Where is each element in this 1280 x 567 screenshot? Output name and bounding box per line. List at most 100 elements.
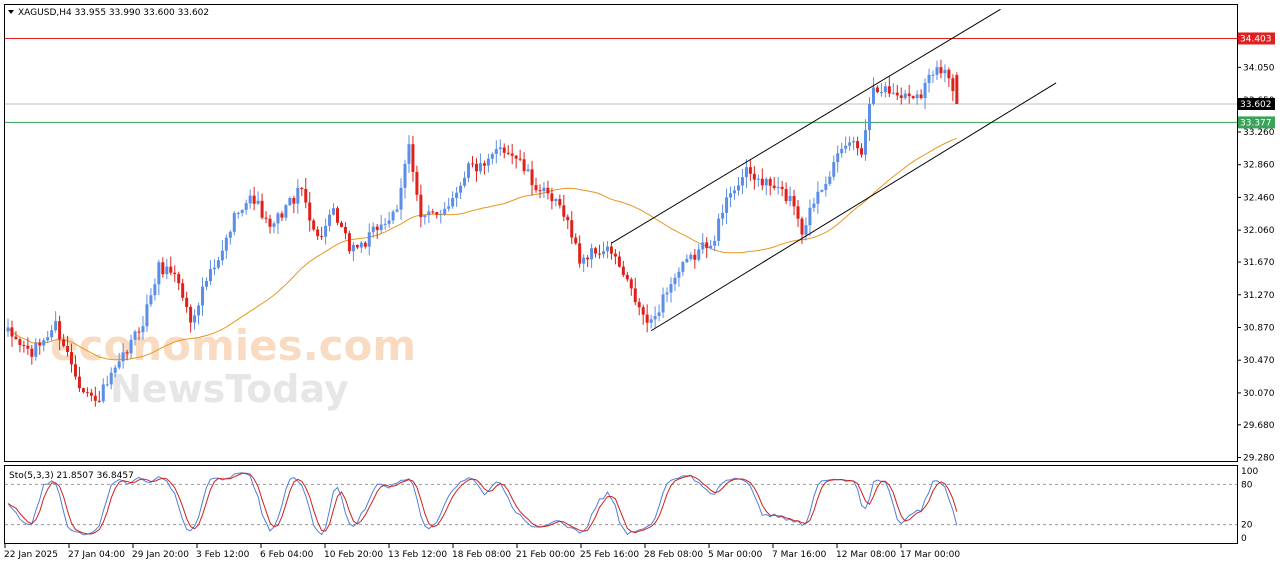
candle-body — [943, 69, 947, 74]
candle-body — [494, 149, 498, 154]
time-tick-label: 7 Mar 16:00 — [772, 550, 827, 560]
resistance-price-label: 34.403 — [1240, 34, 1272, 44]
candle — [542, 181, 546, 198]
candle — [736, 177, 740, 196]
candle — [109, 367, 113, 390]
candle-body — [121, 352, 125, 362]
candle — [895, 85, 899, 100]
candle — [943, 64, 947, 83]
candle — [883, 81, 887, 98]
candle-body — [768, 178, 772, 186]
candle — [244, 199, 248, 215]
candle — [85, 387, 89, 397]
candlestick-series — [6, 59, 959, 407]
price-tick-label: 31.670 — [1243, 258, 1275, 268]
candle — [602, 241, 605, 259]
candle — [514, 154, 518, 169]
candle-body — [613, 253, 617, 257]
candle-body — [336, 208, 340, 223]
candle — [617, 251, 621, 268]
symbol-header: XAGUSD,H4 33.955 33.990 33.600 33.602 — [18, 8, 209, 18]
candle — [856, 136, 860, 156]
candle — [97, 391, 101, 403]
candle — [562, 194, 566, 222]
candle — [840, 142, 844, 158]
candle — [284, 203, 288, 221]
candle — [677, 267, 681, 287]
candle — [197, 302, 201, 325]
candle — [764, 177, 768, 196]
candle — [752, 166, 756, 190]
candle-body — [701, 242, 705, 250]
candle-body — [927, 74, 931, 83]
candle-body — [546, 187, 550, 194]
candle-body — [681, 262, 685, 272]
candle — [177, 271, 181, 291]
time-tick-label: 25 Feb 16:00 — [580, 550, 639, 560]
candle — [864, 119, 868, 161]
candle-body — [554, 199, 558, 202]
candle — [875, 85, 879, 94]
candle — [336, 206, 340, 226]
candle-body — [605, 246, 609, 252]
time-tick-label: 10 Feb 20:00 — [324, 550, 383, 560]
candle — [470, 156, 474, 168]
candle-body — [506, 152, 510, 154]
resistance-price-tag — [1238, 32, 1275, 45]
channel-lower-line[interactable] — [650, 82, 1057, 332]
candle-body — [816, 191, 820, 204]
candle-body — [89, 392, 93, 396]
candle-body — [153, 284, 157, 296]
candle — [871, 77, 875, 106]
candle-body — [185, 297, 189, 307]
candle — [693, 248, 697, 269]
price-tick-label: 29.680 — [1243, 421, 1275, 431]
candle-body — [256, 200, 260, 204]
candle-body — [312, 220, 316, 230]
candle — [907, 85, 911, 104]
candle — [58, 315, 62, 351]
candle-body — [248, 195, 252, 204]
candle — [26, 337, 30, 355]
candle — [629, 277, 633, 296]
candle-body — [26, 345, 30, 349]
candle-body — [133, 331, 137, 340]
candle — [586, 254, 590, 268]
candle — [494, 140, 498, 164]
candle-body — [871, 87, 875, 104]
candle — [141, 315, 145, 341]
candle-body — [34, 342, 38, 357]
candle-body — [526, 169, 530, 172]
candle — [212, 259, 216, 276]
candle — [220, 240, 224, 266]
channel-upper-line[interactable] — [611, 8, 1001, 244]
candle-body — [18, 339, 22, 346]
candle-body — [935, 67, 939, 75]
candle — [165, 258, 169, 280]
candle-body — [339, 222, 343, 227]
time-tick-label: 27 Jan 04:00 — [68, 550, 125, 560]
candle-body — [232, 213, 236, 232]
candle — [518, 149, 522, 162]
candle — [113, 364, 117, 378]
candle — [482, 160, 486, 175]
symbol-dropdown-icon[interactable] — [8, 10, 14, 14]
candle — [38, 338, 42, 355]
candle-body — [137, 331, 141, 333]
candle — [228, 230, 232, 245]
candle-body — [129, 339, 133, 354]
candle-body — [764, 178, 768, 186]
candle-body — [260, 200, 264, 218]
candle — [185, 291, 189, 313]
candle — [955, 72, 959, 105]
candle — [852, 136, 856, 151]
candle-body — [721, 212, 725, 219]
candle-body — [292, 197, 296, 204]
candle-body — [201, 286, 205, 306]
stochastic-signal-line — [7, 472, 958, 535]
candle — [621, 260, 625, 278]
candle-body — [30, 348, 34, 357]
candle-body — [804, 225, 808, 235]
time-tick-label: 21 Feb 00:00 — [516, 550, 575, 560]
candle — [613, 249, 617, 265]
